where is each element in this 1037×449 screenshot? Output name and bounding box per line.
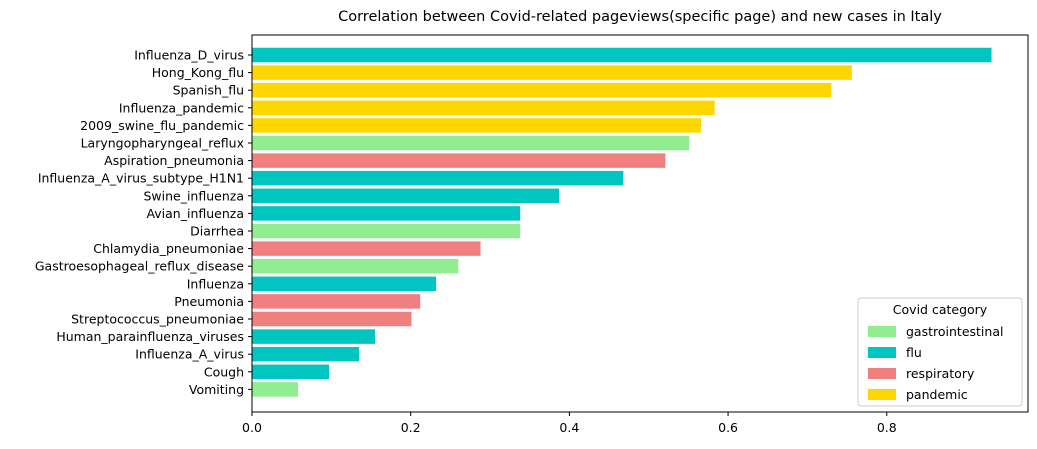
bar-gastroesophageal-reflux-disease: [252, 258, 459, 274]
legend-swatch-flu: [868, 347, 896, 358]
x-tick-label: 0.0: [242, 420, 262, 435]
y-tick-label: Spanish_flu: [173, 83, 244, 98]
x-tick-label: 0.8: [877, 420, 897, 435]
legend-swatch-pandemic: [868, 389, 896, 400]
y-tick-label: Hong_Kong_flu: [152, 65, 244, 80]
x-axis-ticks: 0.0 0.2 0.4 0.6 0.8: [242, 412, 897, 435]
y-tick-label: Cough: [204, 364, 244, 379]
y-tick-label: Influenza_A_virus_subtype_H1N1: [38, 171, 244, 186]
bar-avian-influenza: [252, 206, 521, 221]
y-tick-label: Laryngopharyngeal_reflux: [81, 136, 244, 151]
bar-influenza-pandemic: [252, 100, 715, 116]
legend-label-flu: flu: [906, 345, 922, 360]
y-tick-label: Influenza_A_virus: [135, 347, 244, 362]
bar-influenza-a-virus: [252, 346, 360, 362]
bar-influenza-a-virus-subtype-h1n1: [252, 170, 624, 186]
bar-spanish-flu: [252, 82, 832, 98]
y-tick-labels: Influenza_D_virus Hong_Kong_flu Spanish_fl…: [35, 48, 252, 397]
y-tick-label: Diarrhea: [190, 224, 244, 239]
bar-diarrhea: [252, 223, 521, 239]
y-tick-label: Swine_influenza: [143, 188, 244, 203]
y-tick-label: Gastroesophageal_reflux_disease: [35, 259, 244, 274]
y-tick-label: Influenza_D_virus: [134, 48, 244, 63]
bar-hong-kong-flu: [252, 65, 852, 80]
legend-swatch-gastrointestinal: [868, 326, 896, 337]
bar-laryngopharyngeal-reflux: [252, 135, 690, 151]
bar-influenza: [252, 276, 437, 292]
y-tick-label: Influenza: [187, 276, 244, 291]
bar-aspiration-pneumonia: [252, 153, 666, 168]
bar-human-parainfluenza-viruses: [252, 329, 375, 344]
legend-label-respiratory: respiratory: [906, 366, 975, 381]
legend-title: Covid category: [893, 302, 988, 317]
legend: Covid category gastrointestinal flu respira…: [857, 297, 1023, 407]
y-tick-label: Influenza_pandemic: [119, 100, 244, 115]
y-tick-label: Human_parainfluenza_viruses: [56, 329, 244, 344]
x-tick-label: 0.2: [401, 420, 421, 435]
legend-box: [857, 297, 1023, 407]
y-tick-label: 2009_swine_flu_pandemic: [80, 118, 244, 133]
plot-frame: [251, 34, 1029, 413]
bar-influenza-d-virus: [252, 47, 992, 63]
bar-vomiting: [252, 382, 299, 397]
x-tick-label: 0.6: [718, 420, 738, 435]
y-tick-label: Avian_influenza: [146, 206, 244, 221]
x-tick-label: 0.4: [559, 420, 579, 435]
bar-cough: [252, 364, 329, 380]
y-tick-label: Streptococcus_pneumoniae: [71, 312, 244, 327]
legend-swatch-respiratory: [868, 368, 896, 379]
legend-label-pandemic: pandemic: [906, 387, 968, 402]
bar-streptococcus-pneumoniae: [252, 311, 412, 327]
bars-layer: [252, 47, 992, 397]
chart-title: Correlation between Covid-related pagevi…: [338, 9, 942, 25]
bar-pneumonia: [252, 294, 421, 309]
y-tick-label: Aspiration_pneumonia: [104, 153, 244, 168]
bar-chlamydia-pneumoniae: [252, 241, 481, 256]
bar-2009-swine-flu-pandemic: [252, 118, 702, 133]
y-tick-label: Pneumonia: [174, 294, 244, 309]
bar-swine-influenza: [252, 188, 560, 204]
legend-label-gastrointestinal: gastrointestinal: [906, 324, 1003, 339]
y-tick-label: Vomiting: [189, 382, 244, 397]
y-tick-label: Chlamydia_pneumoniae: [93, 241, 244, 256]
